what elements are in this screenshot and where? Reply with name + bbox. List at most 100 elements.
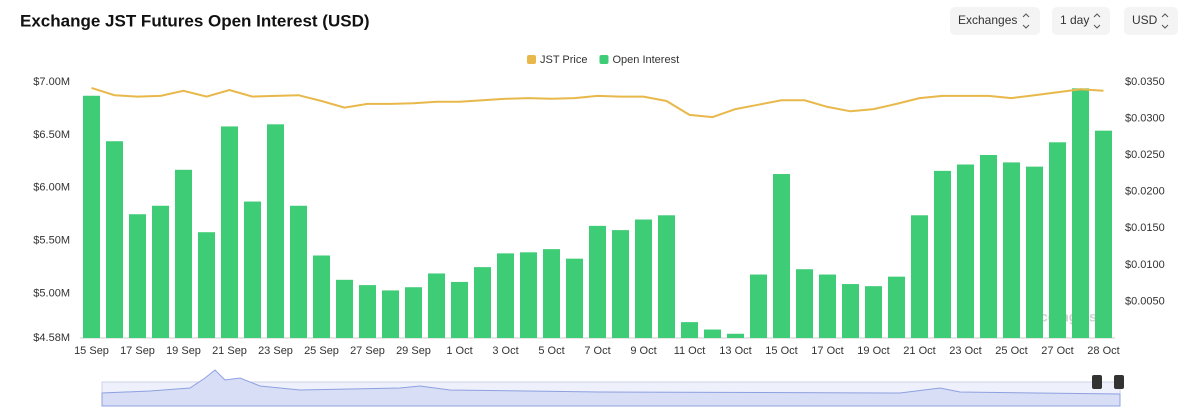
y-tick-label: $4.58M	[33, 332, 70, 344]
bar	[244, 201, 261, 338]
y2-tick-label: $0.0250	[1125, 149, 1165, 161]
bar	[1049, 142, 1066, 338]
bar	[819, 274, 836, 338]
bar	[1003, 162, 1020, 338]
navigator	[101, 369, 1124, 407]
bar	[198, 232, 215, 338]
y-tick-label: $7.00M	[33, 76, 70, 88]
x-tick-label: 1 Oct	[446, 345, 472, 357]
x-tick-label: 5 Oct	[538, 345, 564, 357]
x-tick-label: 19 Oct	[857, 345, 889, 357]
legend-label: JST Price	[540, 54, 587, 66]
y-tick-label: $6.00M	[33, 182, 70, 194]
y2-tick-label: $0.0150	[1125, 222, 1165, 234]
x-tick-label: 23 Oct	[949, 345, 981, 357]
bar	[152, 205, 169, 338]
x-tick-label: 13 Oct	[719, 345, 751, 357]
bar	[612, 230, 629, 338]
bar	[842, 284, 859, 338]
dropdown-label[interactable]: USD	[1132, 13, 1158, 27]
bar	[957, 164, 974, 338]
dropdown-icon	[1022, 13, 1030, 29]
y2-tick-label: $0.0200	[1125, 186, 1165, 198]
legend-swatch	[599, 55, 609, 64]
bar	[865, 286, 882, 338]
dropdown-icon	[1093, 13, 1101, 29]
bar	[313, 255, 330, 338]
bar	[635, 219, 652, 338]
bar	[290, 205, 307, 338]
x-tick-label: 7 Oct	[584, 345, 610, 357]
x-tick-label: 21 Oct	[903, 345, 935, 357]
bar	[520, 252, 537, 338]
bar	[428, 273, 445, 338]
chart-title: Exchange JST Futures Open Interest (USD)	[20, 11, 370, 30]
bar	[934, 170, 951, 338]
x-tick-label: 21 Sep	[212, 345, 247, 357]
bar	[175, 169, 192, 338]
x-tick-label: 15 Oct	[765, 345, 797, 357]
x-tick-label: 23 Sep	[258, 345, 293, 357]
bar	[451, 281, 468, 338]
bar	[980, 154, 997, 338]
bar	[106, 141, 123, 338]
interval-dropdown[interactable]: 1 day	[1052, 7, 1110, 35]
x-tick-label: 17 Oct	[811, 345, 843, 357]
x-tick-label: 25 Sep	[304, 345, 339, 357]
x-tick-label: 3 Oct	[492, 345, 518, 357]
bar	[888, 276, 905, 338]
bar	[1095, 130, 1112, 338]
bar	[1072, 88, 1089, 338]
price-line	[91, 86, 1104, 119]
bar	[336, 279, 353, 338]
y-tick-label: $5.50M	[33, 235, 70, 247]
bar	[83, 95, 100, 338]
currency-dropdown[interactable]: USD	[1124, 7, 1178, 35]
bar	[773, 174, 790, 338]
bar	[382, 290, 399, 338]
x-tick-label: 19 Sep	[166, 345, 201, 357]
bar	[1026, 166, 1043, 338]
bar	[681, 322, 698, 338]
x-tick-label: 25 Oct	[995, 345, 1027, 357]
x-tick-label: 9 Oct	[630, 345, 656, 357]
dropdown-label[interactable]: Exchanges	[958, 13, 1017, 27]
bar	[474, 267, 491, 338]
y2-tick-label: $0.0100	[1125, 259, 1165, 271]
bar	[267, 124, 284, 338]
x-tick-label: 29 Sep	[396, 345, 431, 357]
bar	[750, 274, 767, 338]
y2-tick-label: $0.0300	[1125, 112, 1165, 124]
bar	[129, 214, 146, 338]
bar	[566, 258, 583, 338]
y-tick-label: $6.50M	[33, 129, 70, 141]
bar	[911, 215, 928, 338]
bar	[658, 215, 675, 338]
x-tick-label: 15 Sep	[74, 345, 109, 357]
bar	[221, 126, 238, 338]
y-tick-label: $5.00M	[33, 287, 70, 299]
y2-tick-label: $0.0050	[1125, 295, 1165, 307]
bar	[497, 253, 514, 338]
navigator-area	[101, 369, 1121, 407]
bar	[589, 225, 606, 338]
x-tick-label: 27 Sep	[350, 345, 385, 357]
x-tick-label: 28 Oct	[1087, 345, 1119, 357]
bar	[405, 287, 422, 338]
dropdown-label[interactable]: 1 day	[1060, 13, 1089, 27]
navigator-handle[interactable]	[1114, 375, 1124, 389]
x-tick-label: 11 Oct	[674, 345, 706, 357]
bar	[543, 249, 560, 338]
bar	[727, 333, 744, 338]
bar	[796, 269, 813, 338]
exchanges-dropdown[interactable]: Exchanges	[950, 7, 1040, 35]
x-tick-label: 27 Oct	[1041, 345, 1073, 357]
bar	[359, 285, 376, 338]
navigator-handle[interactable]	[1092, 375, 1102, 389]
dropdown-icon	[1161, 13, 1169, 29]
x-tick-label: 17 Sep	[120, 345, 155, 357]
y2-tick-label: $0.0350	[1125, 76, 1165, 88]
legend-swatch	[527, 55, 536, 64]
